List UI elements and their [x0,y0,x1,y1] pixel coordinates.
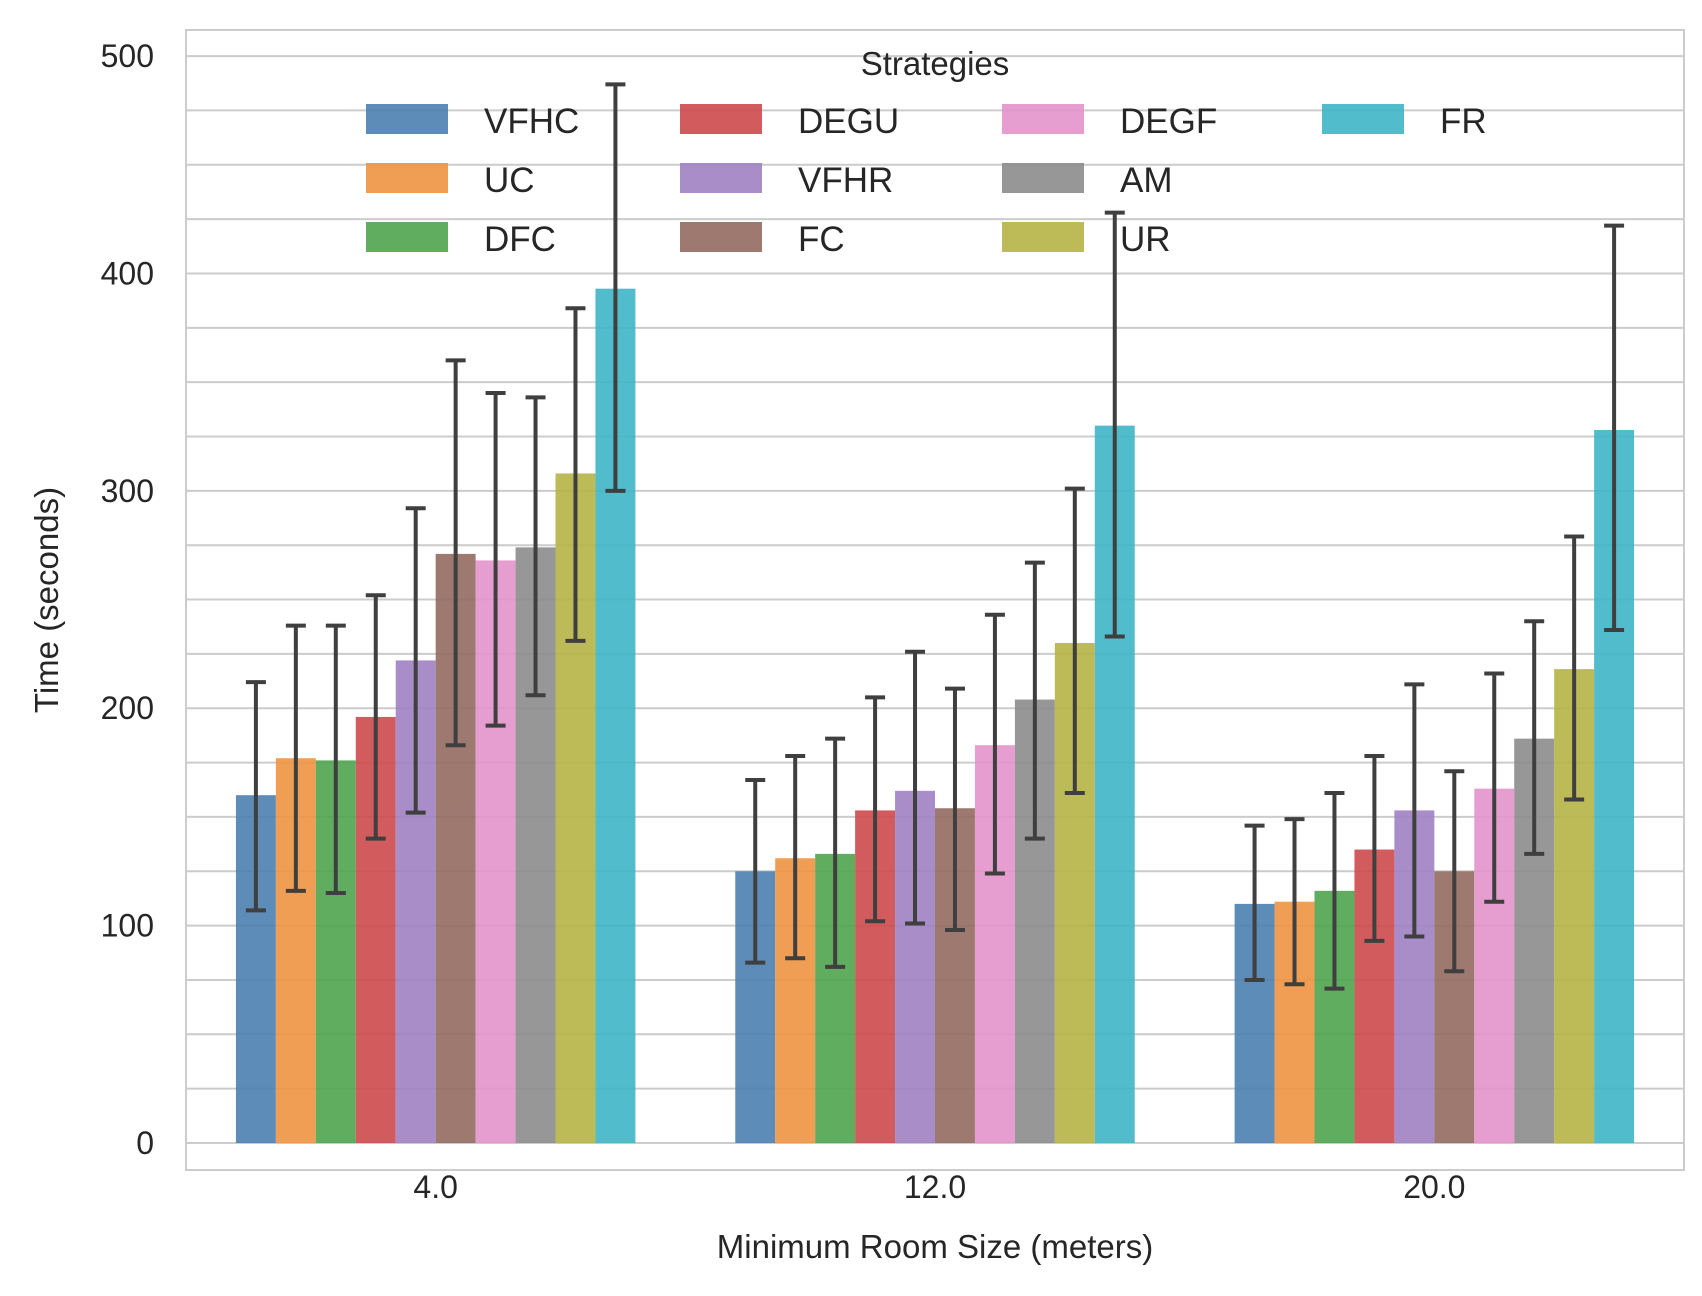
legend-items: VFHC UC DFC DEGU VFHR FC DEGF AM UR FR [366,102,1487,259]
x-axis-label: Minimum Room Size (meters) [717,1228,1153,1265]
error-bar-am-20.0 [1524,619,1545,856]
legend-item-dfc: DFC [366,220,556,259]
legend-swatch [680,222,762,252]
error-bar-am-4.0 [525,395,546,698]
legend-swatch [680,104,762,134]
error-bar-vfhc-20.0 [1244,823,1265,982]
legend-item-vfhr: VFHR [680,161,893,200]
legend-swatch [366,104,448,134]
legend-label: UR [1120,220,1171,259]
legend-item-am: AM [1002,161,1173,200]
error-bar-fc-12.0 [944,686,965,932]
error-bar-vfhc-4.0 [245,680,266,913]
legend-label: FR [1440,102,1487,141]
legend-item-degf: DEGF [1002,102,1217,141]
error-bar-degu-4.0 [365,593,386,841]
x-tick-label: 20.0 [1403,1169,1465,1205]
legend-label: DEGF [1120,102,1217,141]
error-bar-degu-12.0 [865,695,886,924]
legend-label: DFC [484,220,556,259]
error-bar-uc-12.0 [785,754,806,961]
error-bar-fr-12.0 [1104,210,1125,639]
error-bar-ur-12.0 [1064,486,1085,796]
plot-frame [185,29,1685,1171]
legend-swatch [1002,104,1084,134]
legend-label: UC [484,161,535,200]
error-bar-vfhr-12.0 [905,649,926,926]
error-bar-dfc-20.0 [1324,791,1345,991]
legend-swatch [1322,104,1404,134]
x-tick-label: 4.0 [413,1169,457,1205]
error-bars [245,82,1625,991]
legend-item-vfhc: VFHC [366,102,579,141]
error-bar-vfhc-12.0 [745,777,766,965]
error-bar-dfc-4.0 [325,623,346,896]
error-bar-fr-20.0 [1604,223,1625,632]
error-bar-degf-12.0 [984,612,1005,876]
error-bar-uc-4.0 [285,623,306,893]
legend: Strategies VFHC UC DFC DEGU VFHR FC DEGF AM UR FR [366,45,1487,259]
error-bar-degf-4.0 [485,391,506,728]
legend-title: Strategies [861,45,1010,82]
error-bar-fc-20.0 [1444,769,1465,974]
error-bar-uc-20.0 [1284,817,1305,987]
error-bar-am-12.0 [1024,560,1045,841]
legend-label: FC [798,220,845,259]
y-tick-label: 200 [101,690,154,726]
legend-label: VFHC [484,102,579,141]
error-bar-vfhr-20.0 [1404,682,1425,939]
legend-swatch [366,222,448,252]
legend-item-fr: FR [1322,102,1487,141]
y-tick-labels: 0 100 200 300 400 500 [101,38,154,1161]
error-bar-degf-20.0 [1484,671,1505,904]
legend-swatch [1002,222,1084,252]
y-tick-label: 500 [101,38,154,74]
legend-item-uc: UC [366,161,535,200]
legend-item-degu: DEGU [680,102,899,141]
legend-swatch [366,163,448,193]
error-bar-dfc-12.0 [825,736,846,969]
legend-swatch [680,163,762,193]
x-tick-label: 12.0 [904,1169,966,1205]
legend-label: VFHR [798,161,893,200]
y-tick-label: 300 [101,473,154,509]
error-bar-degu-20.0 [1364,754,1385,943]
x-tick-labels: 4.0 12.0 20.0 [413,1169,1465,1205]
legend-swatch [1002,163,1084,193]
y-tick-label: 400 [101,255,154,291]
error-bar-ur-4.0 [565,306,586,643]
error-bar-fr-4.0 [605,82,626,493]
legend-item-ur: UR [1002,220,1171,259]
y-tick-label: 100 [101,908,154,944]
legend-label: AM [1120,161,1173,200]
y-tick-label: 0 [136,1125,154,1161]
error-bar-fc-4.0 [445,358,466,748]
error-bar-vfhr-4.0 [405,506,426,815]
y-axis-label: Time (seconds) [28,487,65,713]
error-bar-ur-20.0 [1564,534,1585,802]
legend-label: DEGU [798,102,899,141]
legend-item-fc: FC [680,220,845,259]
